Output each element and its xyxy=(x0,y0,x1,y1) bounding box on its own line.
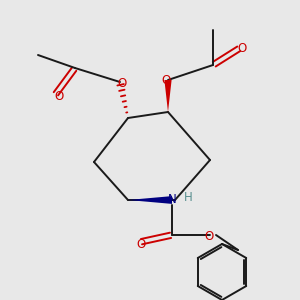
Text: O: O xyxy=(205,230,214,243)
Text: H: H xyxy=(184,191,193,204)
Text: N: N xyxy=(168,193,177,206)
Polygon shape xyxy=(128,196,172,204)
Text: O: O xyxy=(55,90,64,103)
Text: O: O xyxy=(238,41,247,55)
Polygon shape xyxy=(164,80,172,112)
Text: O: O xyxy=(136,238,145,251)
Text: O: O xyxy=(162,74,171,86)
Text: O: O xyxy=(117,77,126,90)
